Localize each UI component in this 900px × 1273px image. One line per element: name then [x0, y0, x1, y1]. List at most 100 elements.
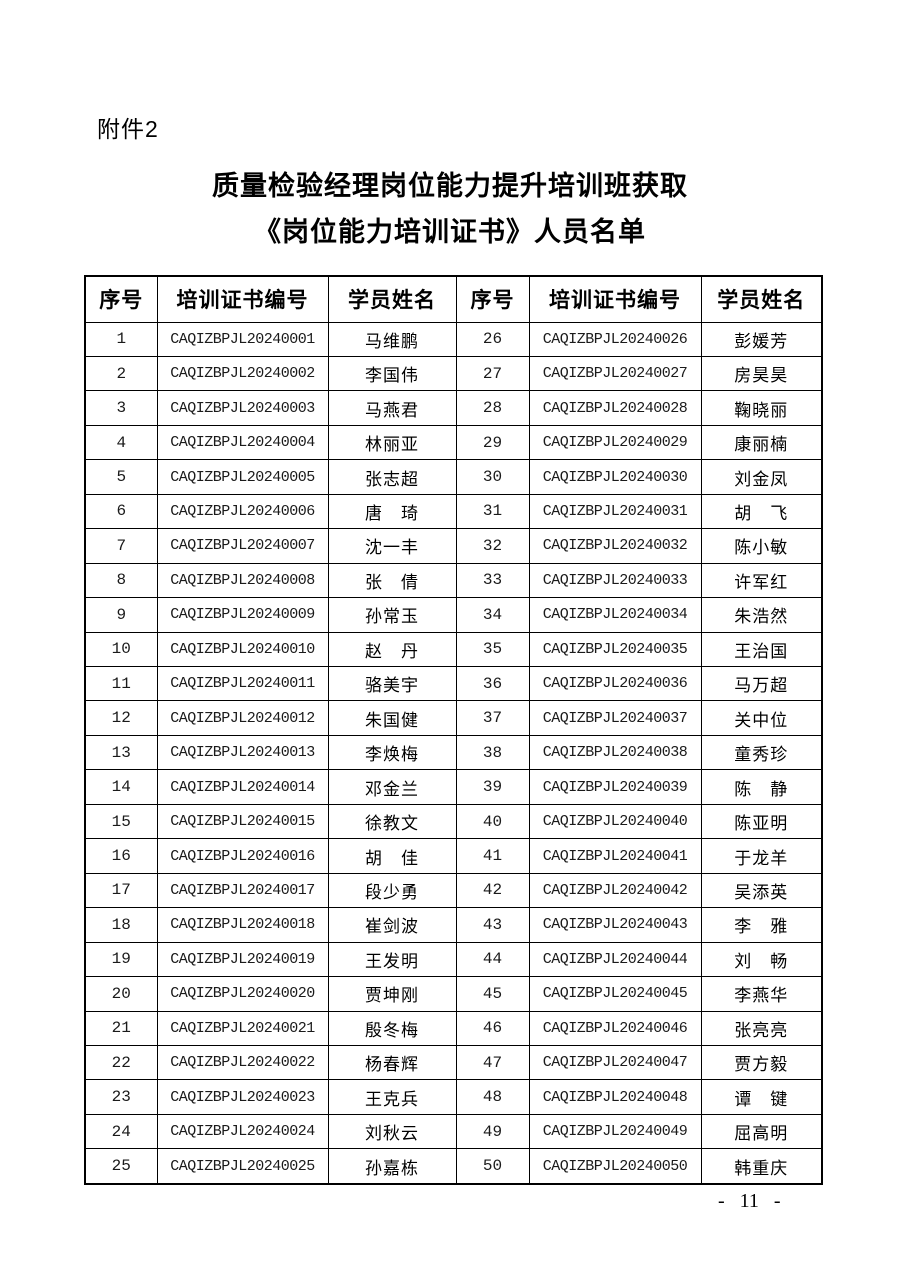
- serial-number-cell: 11: [84, 666, 158, 702]
- student-name-cell: 刘金凤: [700, 459, 823, 495]
- student-name-cell: 胡 飞: [700, 493, 823, 530]
- table-row: 14 CAQIZBPJL20240014 邓金兰 39 CAQIZBPJL2024003…: [84, 769, 823, 805]
- certificate-number-cell: CAQIZBPJL20240014: [156, 769, 329, 805]
- roster-table-body: 1 CAQIZBPJL20240001 马维鹏 26 CAQIZBPJL20240026…: [84, 321, 823, 1185]
- table-row: 15 CAQIZBPJL20240015 徐教文 40 CAQIZBPJL2024004…: [84, 803, 823, 840]
- serial-number-cell: 45: [455, 976, 530, 1012]
- table-row: 25 CAQIZBPJL20240025 孙嘉栋 50 CAQIZBPJL2024005…: [84, 1148, 823, 1185]
- student-name-cell: 贾坤刚: [327, 976, 457, 1012]
- student-name-cell: 骆美宇: [327, 666, 457, 702]
- student-name-cell: 谭 键: [700, 1079, 823, 1115]
- table-row: 3 CAQIZBPJL20240003 马燕君 28 CAQIZBPJL20240028…: [84, 390, 823, 426]
- serial-number-cell: 18: [84, 907, 158, 943]
- student-name-cell: 韩重庆: [700, 1148, 823, 1185]
- certificate-number-cell: CAQIZBPJL20240019: [156, 941, 329, 978]
- table-row: 9 CAQIZBPJL20240009 孙常玉 34 CAQIZBPJL20240034…: [84, 597, 823, 633]
- serial-number-cell: 49: [455, 1113, 530, 1150]
- certificate-number-cell: CAQIZBPJL20240031: [528, 493, 702, 530]
- serial-number-cell: 8: [84, 562, 158, 599]
- serial-number-cell: 47: [455, 1045, 530, 1081]
- serial-number-cell: 40: [455, 803, 530, 840]
- certificate-number-cell: CAQIZBPJL20240023: [156, 1079, 329, 1115]
- student-name-cell: 陈 静: [700, 769, 823, 805]
- student-name-cell: 朱国健: [327, 700, 457, 736]
- certificate-number-cell: CAQIZBPJL20240024: [156, 1113, 329, 1150]
- column-header: 序号: [455, 275, 530, 323]
- certificate-number-cell: CAQIZBPJL20240003: [156, 390, 329, 426]
- roster-table-head: 序号 培训证书编号 学员姓名 序号 培训证书编号 学员姓名: [84, 275, 823, 323]
- serial-number-cell: 1: [84, 321, 158, 357]
- serial-number-cell: 39: [455, 769, 530, 805]
- serial-number-cell: 32: [455, 528, 530, 564]
- table-row: 16 CAQIZBPJL20240016 胡 佳 41 CAQIZBPJL2024004…: [84, 838, 823, 874]
- serial-number-cell: 26: [455, 321, 530, 357]
- table-row: 7 CAQIZBPJL20240007 沈一丰 32 CAQIZBPJL20240032…: [84, 528, 823, 564]
- column-header: 培训证书编号: [156, 275, 329, 323]
- certificate-number-cell: CAQIZBPJL20240011: [156, 666, 329, 702]
- serial-number-cell: 22: [84, 1045, 158, 1081]
- student-name-cell: 沈一丰: [327, 528, 457, 564]
- certificate-number-cell: CAQIZBPJL20240028: [528, 390, 702, 426]
- student-name-cell: 邓金兰: [327, 769, 457, 805]
- certificate-number-cell: CAQIZBPJL20240006: [156, 493, 329, 530]
- serial-number-cell: 14: [84, 769, 158, 805]
- certificate-number-cell: CAQIZBPJL20240045: [528, 976, 702, 1012]
- student-name-cell: 房昊昊: [700, 355, 823, 392]
- document-title: 质量检验经理岗位能力提升培训班获取 《岗位能力培训证书》人员名单: [0, 163, 900, 255]
- serial-number-cell: 37: [455, 700, 530, 736]
- serial-number-cell: 21: [84, 1010, 158, 1047]
- serial-number-cell: 13: [84, 734, 158, 771]
- certificate-number-cell: CAQIZBPJL20240035: [528, 631, 702, 668]
- certificate-number-cell: CAQIZBPJL20240043: [528, 907, 702, 943]
- serial-number-cell: 35: [455, 631, 530, 668]
- column-header: 培训证书编号: [528, 275, 702, 323]
- student-name-cell: 孙常玉: [327, 597, 457, 633]
- student-name-cell: 李国伟: [327, 355, 457, 392]
- certificate-number-cell: CAQIZBPJL20240008: [156, 562, 329, 599]
- certificate-number-cell: CAQIZBPJL20240041: [528, 838, 702, 874]
- student-name-cell: 马万超: [700, 666, 823, 702]
- certificate-number-cell: CAQIZBPJL20240018: [156, 907, 329, 943]
- table-row: 8 CAQIZBPJL20240008 张 倩 33 CAQIZBPJL20240033…: [84, 562, 823, 599]
- column-header: 序号: [84, 275, 158, 323]
- table-row: 24 CAQIZBPJL20240024 刘秋云 49 CAQIZBPJL2024004…: [84, 1113, 823, 1150]
- student-name-cell: 孙嘉栋: [327, 1148, 457, 1185]
- student-name-cell: 朱浩然: [700, 597, 823, 633]
- serial-number-cell: 12: [84, 700, 158, 736]
- table-row: 20 CAQIZBPJL20240020 贾坤刚 45 CAQIZBPJL2024004…: [84, 976, 823, 1012]
- certificate-number-cell: CAQIZBPJL20240040: [528, 803, 702, 840]
- serial-number-cell: 43: [455, 907, 530, 943]
- serial-number-cell: 31: [455, 493, 530, 530]
- certificate-number-cell: CAQIZBPJL20240020: [156, 976, 329, 1012]
- student-name-cell: 康丽楠: [700, 424, 823, 461]
- certificate-number-cell: CAQIZBPJL20240001: [156, 321, 329, 357]
- certificate-number-cell: CAQIZBPJL20240021: [156, 1010, 329, 1047]
- table-row: 17 CAQIZBPJL20240017 段少勇 42 CAQIZBPJL2024004…: [84, 872, 823, 909]
- serial-number-cell: 36: [455, 666, 530, 702]
- certificate-number-cell: CAQIZBPJL20240048: [528, 1079, 702, 1115]
- column-header: 学员姓名: [327, 275, 457, 323]
- table-row: 1 CAQIZBPJL20240001 马维鹏 26 CAQIZBPJL20240026…: [84, 321, 823, 357]
- column-header: 学员姓名: [700, 275, 823, 323]
- table-row: 19 CAQIZBPJL20240019 王发明 44 CAQIZBPJL2024004…: [84, 941, 823, 978]
- serial-number-cell: 6: [84, 493, 158, 530]
- student-name-cell: 杨春辉: [327, 1045, 457, 1081]
- certificate-number-cell: CAQIZBPJL20240005: [156, 459, 329, 495]
- student-name-cell: 于龙羊: [700, 838, 823, 874]
- certificate-number-cell: CAQIZBPJL20240032: [528, 528, 702, 564]
- certificate-number-cell: CAQIZBPJL20240013: [156, 734, 329, 771]
- certificate-number-cell: CAQIZBPJL20240050: [528, 1148, 702, 1185]
- serial-number-cell: 44: [455, 941, 530, 978]
- attachment-label: 附件2: [97, 116, 159, 142]
- table-row: 13 CAQIZBPJL20240013 李焕梅 38 CAQIZBPJL2024003…: [84, 734, 823, 771]
- serial-number-cell: 16: [84, 838, 158, 874]
- student-name-cell: 赵 丹: [327, 631, 457, 668]
- student-name-cell: 段少勇: [327, 872, 457, 909]
- serial-number-cell: 38: [455, 734, 530, 771]
- serial-number-cell: 48: [455, 1079, 530, 1115]
- certificate-number-cell: CAQIZBPJL20240017: [156, 872, 329, 909]
- certificate-number-cell: CAQIZBPJL20240033: [528, 562, 702, 599]
- serial-number-cell: 20: [84, 976, 158, 1012]
- serial-number-cell: 46: [455, 1010, 530, 1047]
- certificate-number-cell: CAQIZBPJL20240046: [528, 1010, 702, 1047]
